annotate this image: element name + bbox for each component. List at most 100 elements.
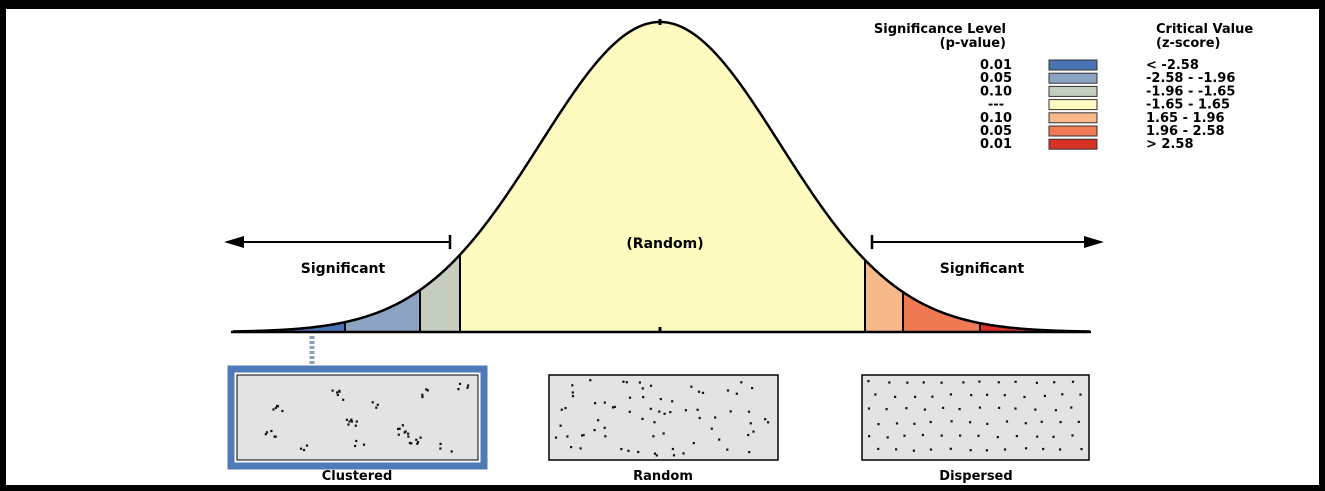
legend-p-value: 0.10 [980,84,1012,99]
legend-color-swatch [1048,99,1098,111]
point-marker [921,433,924,437]
dispersed-panel-box [861,374,1090,461]
point-marker [698,416,701,420]
point-marker [726,389,730,392]
point-marker [407,432,410,435]
point-marker [416,441,420,444]
point-marker [354,424,357,427]
point-marker [697,390,701,393]
point-marker [653,421,656,424]
point-marker [466,386,469,389]
point-marker [274,406,277,409]
point-marker [1015,435,1018,438]
point-marker [560,408,563,411]
left-arrowhead-icon [224,236,244,248]
point-marker [403,431,406,434]
point-marker [571,391,574,394]
legend-p-value: 0.01 [980,137,1012,152]
point-marker [347,423,350,426]
point-marker [582,434,585,437]
legend-significance-header-line1: Significance Level [874,22,1006,37]
point-marker [929,448,933,451]
point-marker [718,438,721,441]
point-marker [1003,394,1006,397]
point-marker [692,442,695,445]
band-p001-right [980,323,1090,332]
legend-significance-header-line2: (p-value) [940,36,1006,51]
point-marker [735,392,738,395]
point-marker [658,410,661,413]
point-marker [1023,395,1026,399]
point-marker [1059,421,1062,424]
point-marker [1040,420,1043,423]
point-marker [1042,447,1045,451]
point-marker [594,402,597,405]
point-marker [613,405,616,408]
point-marker [906,381,909,384]
legend-row: 0.10 1.65 - 1.96 [980,111,1225,126]
point-marker [625,381,628,384]
point-marker [603,426,606,429]
legend-z-score: -1.96 - -1.65 [1146,84,1235,99]
point-marker [1003,448,1007,451]
point-marker [751,387,754,390]
point-marker [570,446,573,449]
point-marker [1014,380,1017,383]
point-marker [415,438,418,441]
point-marker [1079,393,1082,396]
point-marker [439,447,442,450]
point-marker [729,410,732,413]
point-marker [342,398,345,401]
point-marker [985,449,988,452]
point-marker [264,433,267,436]
point-marker [376,403,379,406]
legend-z-score: 1.96 - 2.58 [1146,124,1225,139]
point-marker [747,433,750,437]
point-marker [752,430,755,433]
point-marker [397,427,400,431]
point-marker [408,441,411,445]
legend-row: --- -1.65 - 1.65 [988,98,1230,113]
point-marker [671,400,674,403]
point-marker [868,435,871,438]
point-marker [690,385,693,388]
point-marker [669,411,672,414]
point-marker [611,406,615,409]
point-marker [305,444,309,447]
point-marker [554,436,558,439]
point-marker [397,433,400,436]
point-marker [1071,434,1074,437]
point-marker [622,380,625,383]
point-marker [886,436,889,439]
point-marker [977,434,980,437]
point-marker [628,396,632,399]
legend-color-swatch [1048,85,1098,97]
point-marker [997,381,1000,384]
point-marker [671,447,674,451]
pattern-panels: Clustered Random Dispersed [227,365,1090,484]
point-marker [421,393,424,396]
point-marker [701,391,705,394]
point-marker [581,434,584,437]
legend-z-score: -1.65 - 1.65 [1146,98,1230,113]
legend-row: 0.01 > 2.58 [980,137,1194,152]
point-marker [1077,420,1080,423]
bell-curve-regions [233,22,1090,332]
point-marker [579,447,582,450]
point-marker [627,449,630,452]
point-marker [740,381,743,384]
point-marker [331,389,334,392]
point-marker [1035,381,1038,384]
random-label: Random [633,469,693,484]
point-marker [410,442,413,445]
point-marker [959,434,962,437]
point-marker [641,387,644,390]
point-marker [867,380,870,383]
point-marker [663,412,666,415]
point-marker [929,420,932,424]
point-marker [1034,408,1037,411]
point-marker [1036,435,1039,438]
point-marker [888,381,891,384]
point-marker [874,393,877,396]
point-marker [559,424,562,427]
